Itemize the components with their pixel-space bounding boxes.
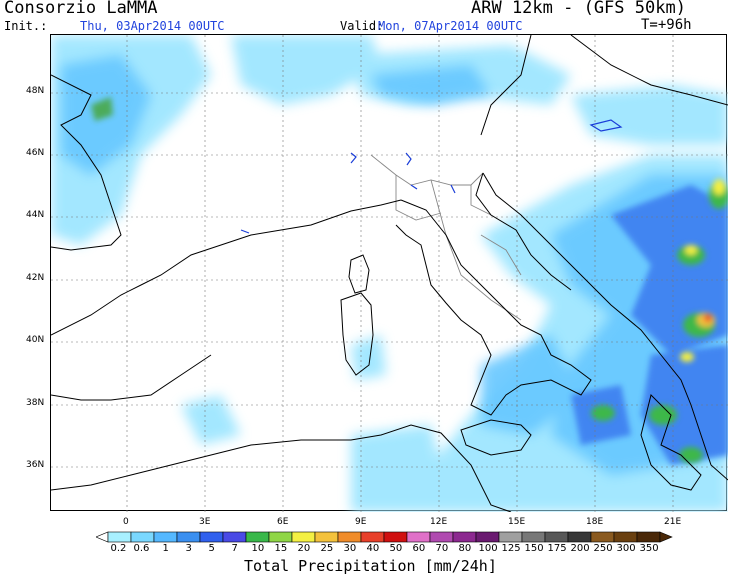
- colorbar-swatch: [613, 531, 638, 543]
- lon-tick: 9E: [355, 517, 367, 527]
- colorbar-label: 175: [547, 543, 567, 554]
- colorbar-swatch: [107, 531, 132, 543]
- colorbar-swatch: [383, 531, 408, 543]
- colorbar-swatch: [153, 531, 178, 543]
- colorbar-label: 150: [524, 543, 544, 554]
- init-label: Init.:: [4, 19, 48, 33]
- precip-field-heavy: [591, 179, 729, 463]
- colorbar-swatch: [291, 531, 316, 543]
- colorbar-swatch: [590, 531, 615, 543]
- forecast-step: T=+96h: [641, 17, 692, 33]
- precipitation-map: [50, 34, 729, 513]
- colorbar-label: 200: [570, 543, 590, 554]
- colorbar-label: 350: [639, 543, 659, 554]
- colorbar-swatch: [130, 531, 155, 543]
- lat-tick: 38N: [26, 398, 45, 408]
- colorbar-swatch: [314, 531, 339, 543]
- colorbar-label: 5: [208, 543, 215, 554]
- lat-tick: 46N: [26, 148, 45, 158]
- colorbar-label: 30: [343, 543, 357, 554]
- site-title: Consorzio LaMMA: [4, 0, 158, 18]
- lakes: [240, 119, 623, 234]
- lon-tick: 21E: [664, 517, 682, 527]
- colorbar-swatch: [199, 531, 224, 543]
- colorbar-swatch: [521, 531, 546, 543]
- lon-tick: 6E: [277, 517, 289, 527]
- lat-tick: 42N: [26, 273, 45, 283]
- lon-tick: 18E: [586, 517, 604, 527]
- colorbar-swatch: [337, 531, 362, 543]
- colorbar-swatch: [498, 531, 523, 543]
- colorbar-label: 20: [297, 543, 311, 554]
- colorbar-label: 40: [366, 543, 380, 554]
- lat-tick: 40N: [26, 335, 45, 345]
- colorbar-label: 1: [162, 543, 169, 554]
- colorbar-label: 3: [185, 543, 192, 554]
- lon-tick: 0: [123, 517, 129, 527]
- colorbar-label: 80: [458, 543, 472, 554]
- colorbar-label: 0.6: [133, 543, 150, 554]
- colorbar-swatch: [222, 531, 247, 543]
- colorbar-swatch: [245, 531, 270, 543]
- colorbar-swatch: [429, 531, 454, 543]
- colorbar-swatch: [360, 531, 385, 543]
- lat-tick: 44N: [26, 210, 45, 220]
- colorbar-swatch: [406, 531, 431, 543]
- colorbar-under-arrow: [96, 531, 109, 543]
- colorbar-swatch: [176, 531, 201, 543]
- colorbar-label: 70: [435, 543, 449, 554]
- colorbar-swatch: [544, 531, 569, 543]
- valid-label: Valid:: [340, 19, 384, 33]
- colorbar-label: 0.2: [110, 543, 127, 554]
- colorbar-over-arrow: [659, 531, 673, 543]
- lon-tick: 12E: [430, 517, 448, 527]
- colorbar-swatch: [452, 531, 477, 543]
- lat-tick: 48N: [26, 86, 45, 96]
- colorbar-label: 125: [501, 543, 521, 554]
- colorbar-label: 100: [478, 543, 498, 554]
- colorbar-title: Total Precipitation [mm/24h]: [244, 557, 497, 575]
- lat-tick: 36N: [26, 460, 45, 470]
- colorbar-label: 10: [251, 543, 265, 554]
- model-title: ARW 12km - (GFS 50km): [471, 0, 686, 18]
- colorbar-swatch: [636, 531, 661, 543]
- colorbar-label: 250: [593, 543, 613, 554]
- country-borders: [370, 154, 522, 321]
- init-value: Thu, 03Apr2014 00UTC: [80, 19, 225, 33]
- coastlines: [50, 34, 729, 513]
- colorbar-label: 25: [320, 543, 334, 554]
- lon-tick: 3E: [199, 517, 211, 527]
- colorbar-label: 15: [274, 543, 288, 554]
- colorbar-label: 50: [389, 543, 403, 554]
- colorbar-swatch: [567, 531, 592, 543]
- colorbar-label: 60: [412, 543, 426, 554]
- map-canvas: [50, 34, 729, 513]
- colorbar: [96, 531, 673, 543]
- colorbar-swatch: [475, 531, 500, 543]
- valid-value: Mon, 07Apr2014 00UTC: [378, 19, 523, 33]
- colorbar-swatch: [268, 531, 293, 543]
- colorbar-label: 7: [231, 543, 238, 554]
- lon-tick: 15E: [508, 517, 526, 527]
- colorbar-label: 300: [616, 543, 636, 554]
